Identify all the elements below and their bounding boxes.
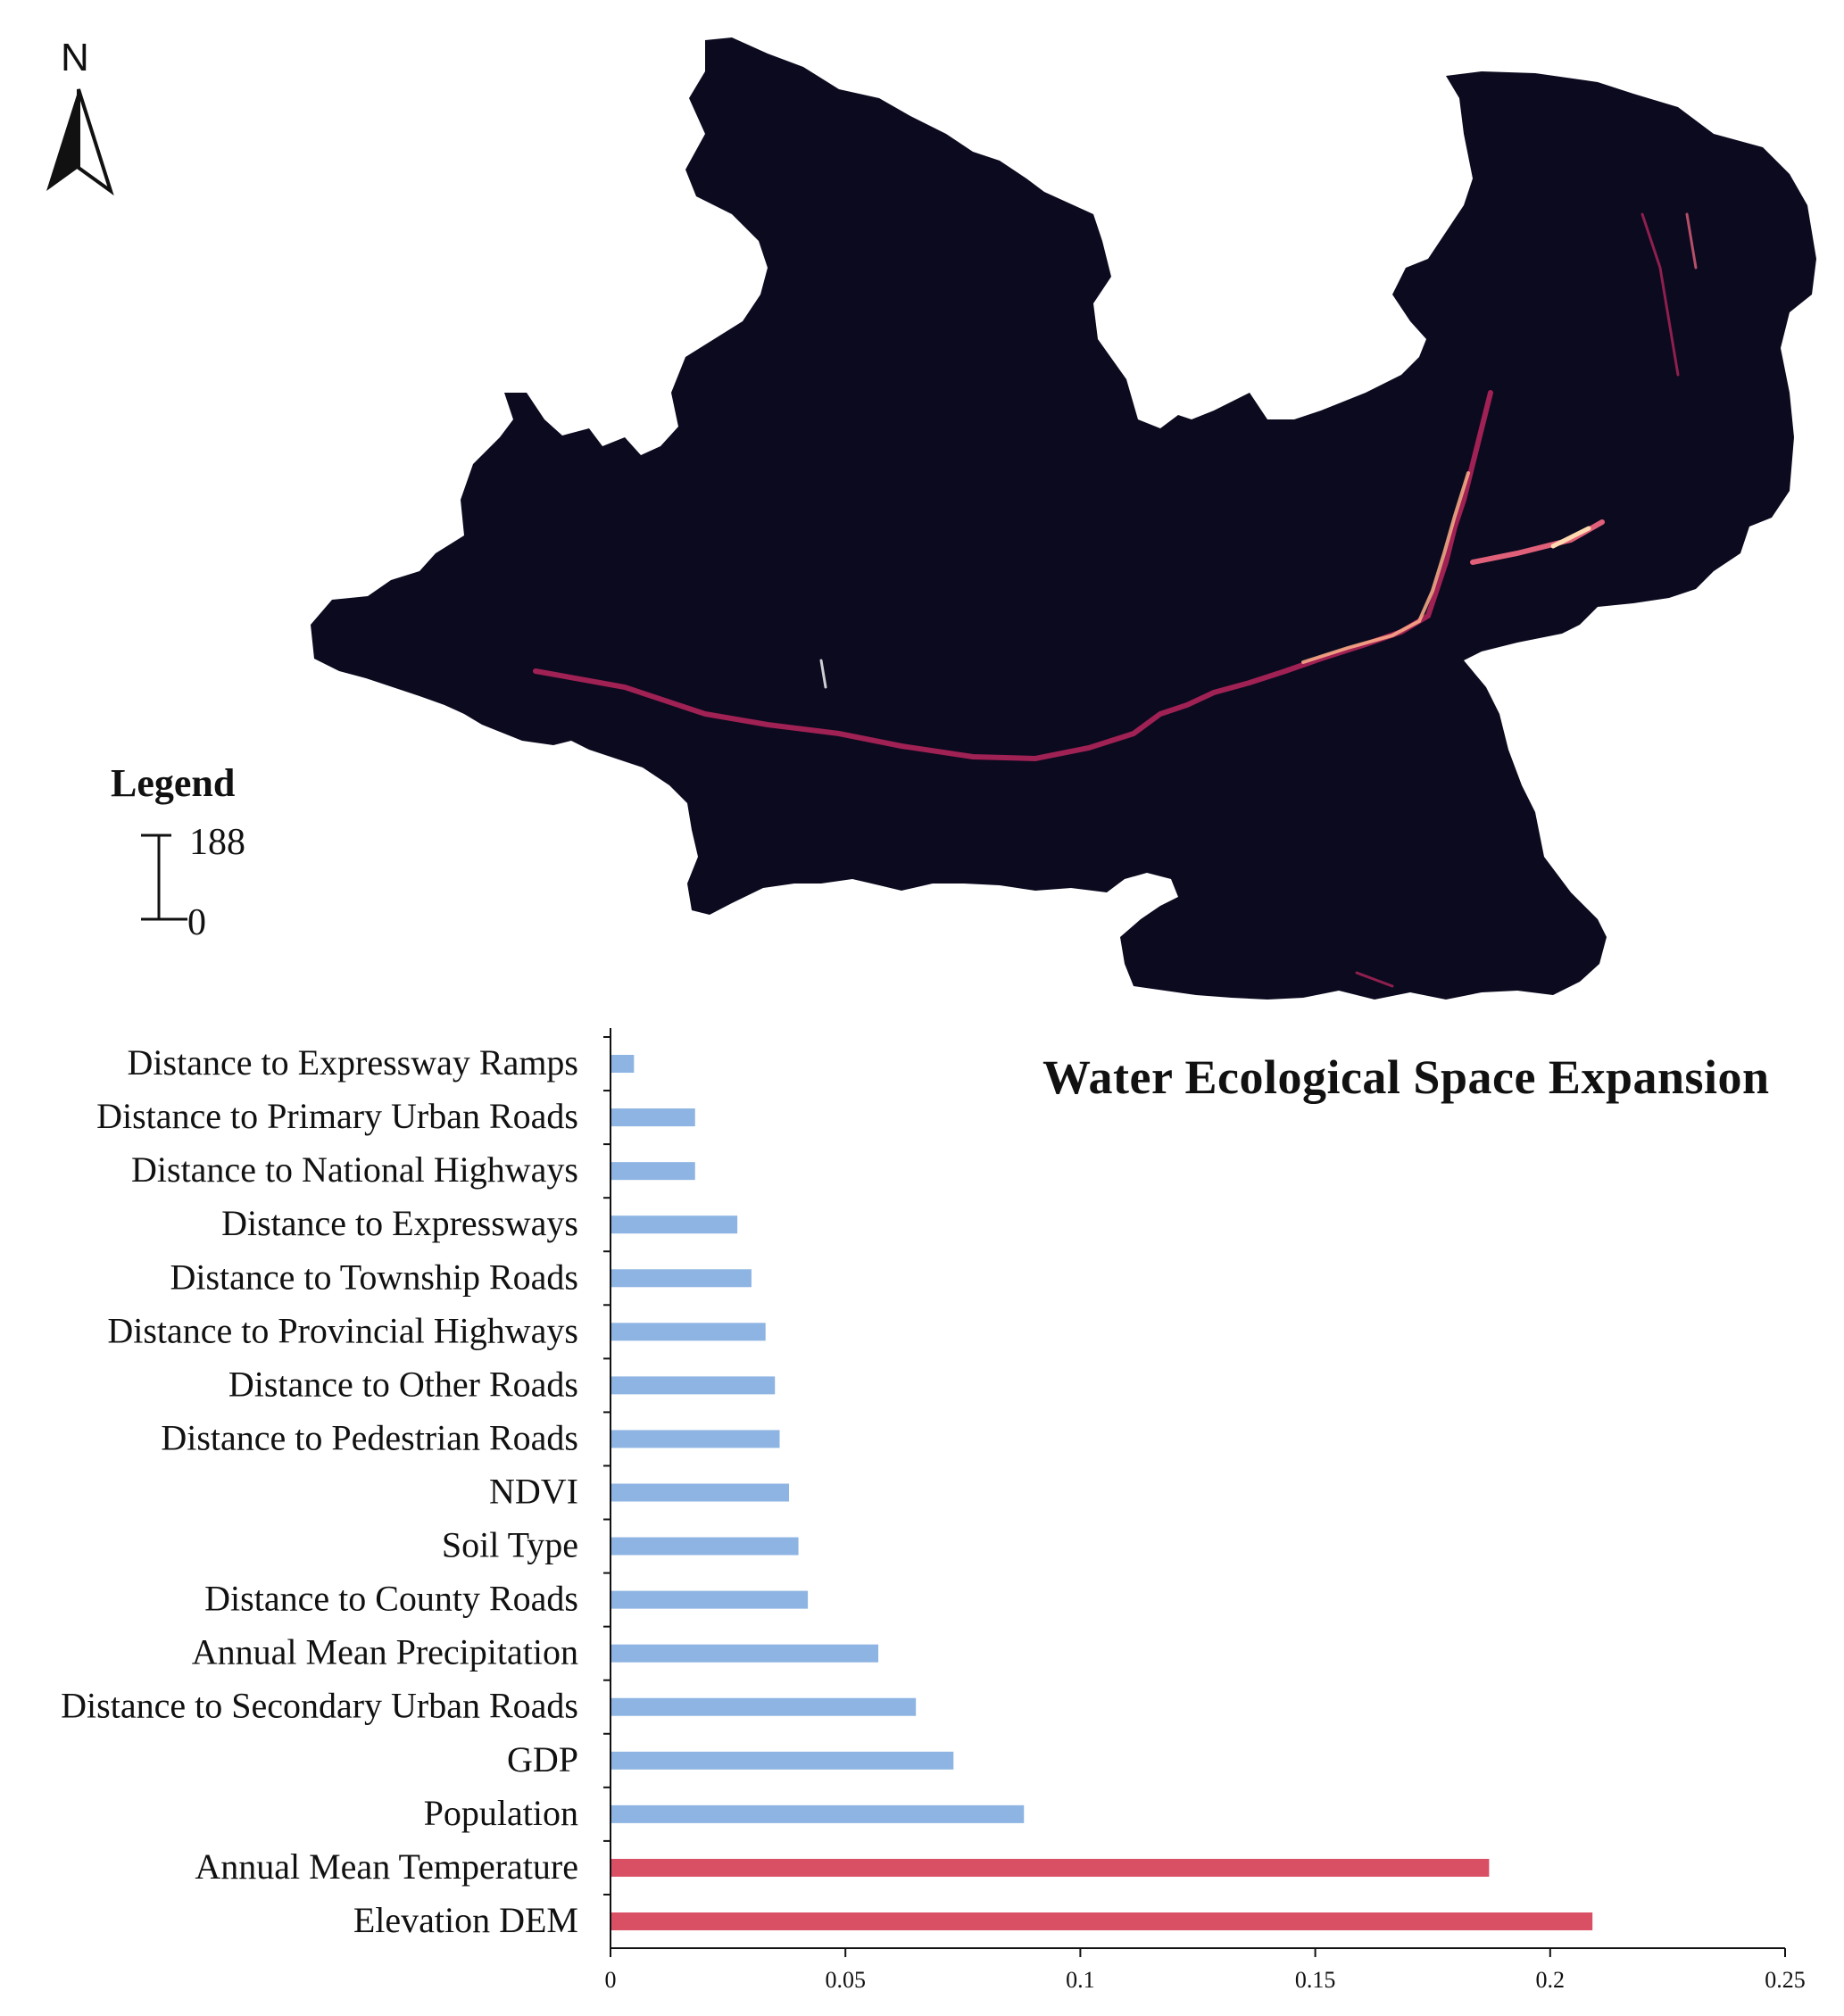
bar-distance-to-township-roads [611, 1269, 752, 1288]
x-tick-label: 0.2 [1536, 1967, 1566, 1993]
bar-gdp [611, 1751, 954, 1770]
category-label: Distance to County Roads [204, 1579, 578, 1619]
x-tick-label: 0.15 [1295, 1967, 1336, 1993]
legend-max-label: 188 [189, 822, 245, 863]
chart-title: Water Ecological Space Expansion [1042, 1050, 1770, 1104]
category-label: Distance to Township Roads [170, 1257, 578, 1297]
category-label-group: Distance to Expressway Ramps Distance to … [61, 1042, 578, 1940]
bar-distance-to-national-highways [611, 1162, 695, 1181]
category-label: Elevation DEM [353, 1900, 578, 1940]
bar-distance-to-county-roads [611, 1590, 809, 1609]
bar-distance-to-primary-urban-roads [611, 1108, 695, 1127]
bar-distance-to-provincial-highways [611, 1323, 766, 1341]
bar-soil-type [611, 1537, 799, 1556]
category-label: Soil Type [442, 1525, 578, 1565]
x-tick-label: 0 [605, 1967, 617, 1993]
north-arrow-icon [46, 88, 114, 196]
bar-group [611, 1055, 1593, 1930]
bar-distance-to-expressways [611, 1215, 738, 1234]
category-label: NDVI [489, 1472, 578, 1512]
category-label: Population [424, 1793, 578, 1833]
axes-group: 0 0.05 0.1 0.15 0.2 0.25 [603, 1028, 1806, 1993]
bar-distance-to-pedestrian-roads [611, 1430, 780, 1448]
bar-ndvi [611, 1483, 790, 1502]
bar-distance-to-secondary-urban-roads [611, 1697, 917, 1716]
bar-distance-to-expressway-ramps [611, 1055, 635, 1074]
category-label: Distance to Expressway Ramps [128, 1042, 578, 1083]
category-label: Annual Mean Precipitation [192, 1632, 578, 1672]
category-label: Distance to Other Roads [228, 1364, 578, 1404]
north-label: N [61, 36, 89, 79]
region-heatmap [311, 37, 1816, 1000]
bar-annual-mean-temperature [611, 1858, 1490, 1877]
bar-annual-mean-precipitation [611, 1644, 879, 1663]
category-label: Distance to Primary Urban Roads [96, 1096, 578, 1136]
category-label: Distance to Secondary Urban Roads [61, 1686, 578, 1726]
category-label: GDP [507, 1739, 578, 1780]
legend-title: Legend [111, 761, 236, 805]
category-label: Distance to National Highways [131, 1149, 578, 1190]
study-area-map [46, 37, 1816, 1000]
bar-population [611, 1804, 1025, 1823]
category-label: Distance to Provincial Highways [107, 1310, 578, 1350]
river-hotspots [533, 212, 1698, 988]
legend-min-label: 0 [187, 902, 206, 943]
bar-elevation-dem [611, 1912, 1593, 1930]
category-label: Distance to Pedestrian Roads [161, 1417, 578, 1457]
x-tick-label: 0.05 [825, 1967, 866, 1993]
legend-scale-bar [141, 834, 187, 921]
category-label: Annual Mean Temperature [195, 1846, 578, 1887]
x-tick-label: 0.25 [1765, 1967, 1806, 1993]
category-label: Distance to Expressways [221, 1203, 578, 1243]
x-tick-label: 0.1 [1066, 1967, 1095, 1993]
bar-distance-to-other-roads [611, 1376, 776, 1395]
